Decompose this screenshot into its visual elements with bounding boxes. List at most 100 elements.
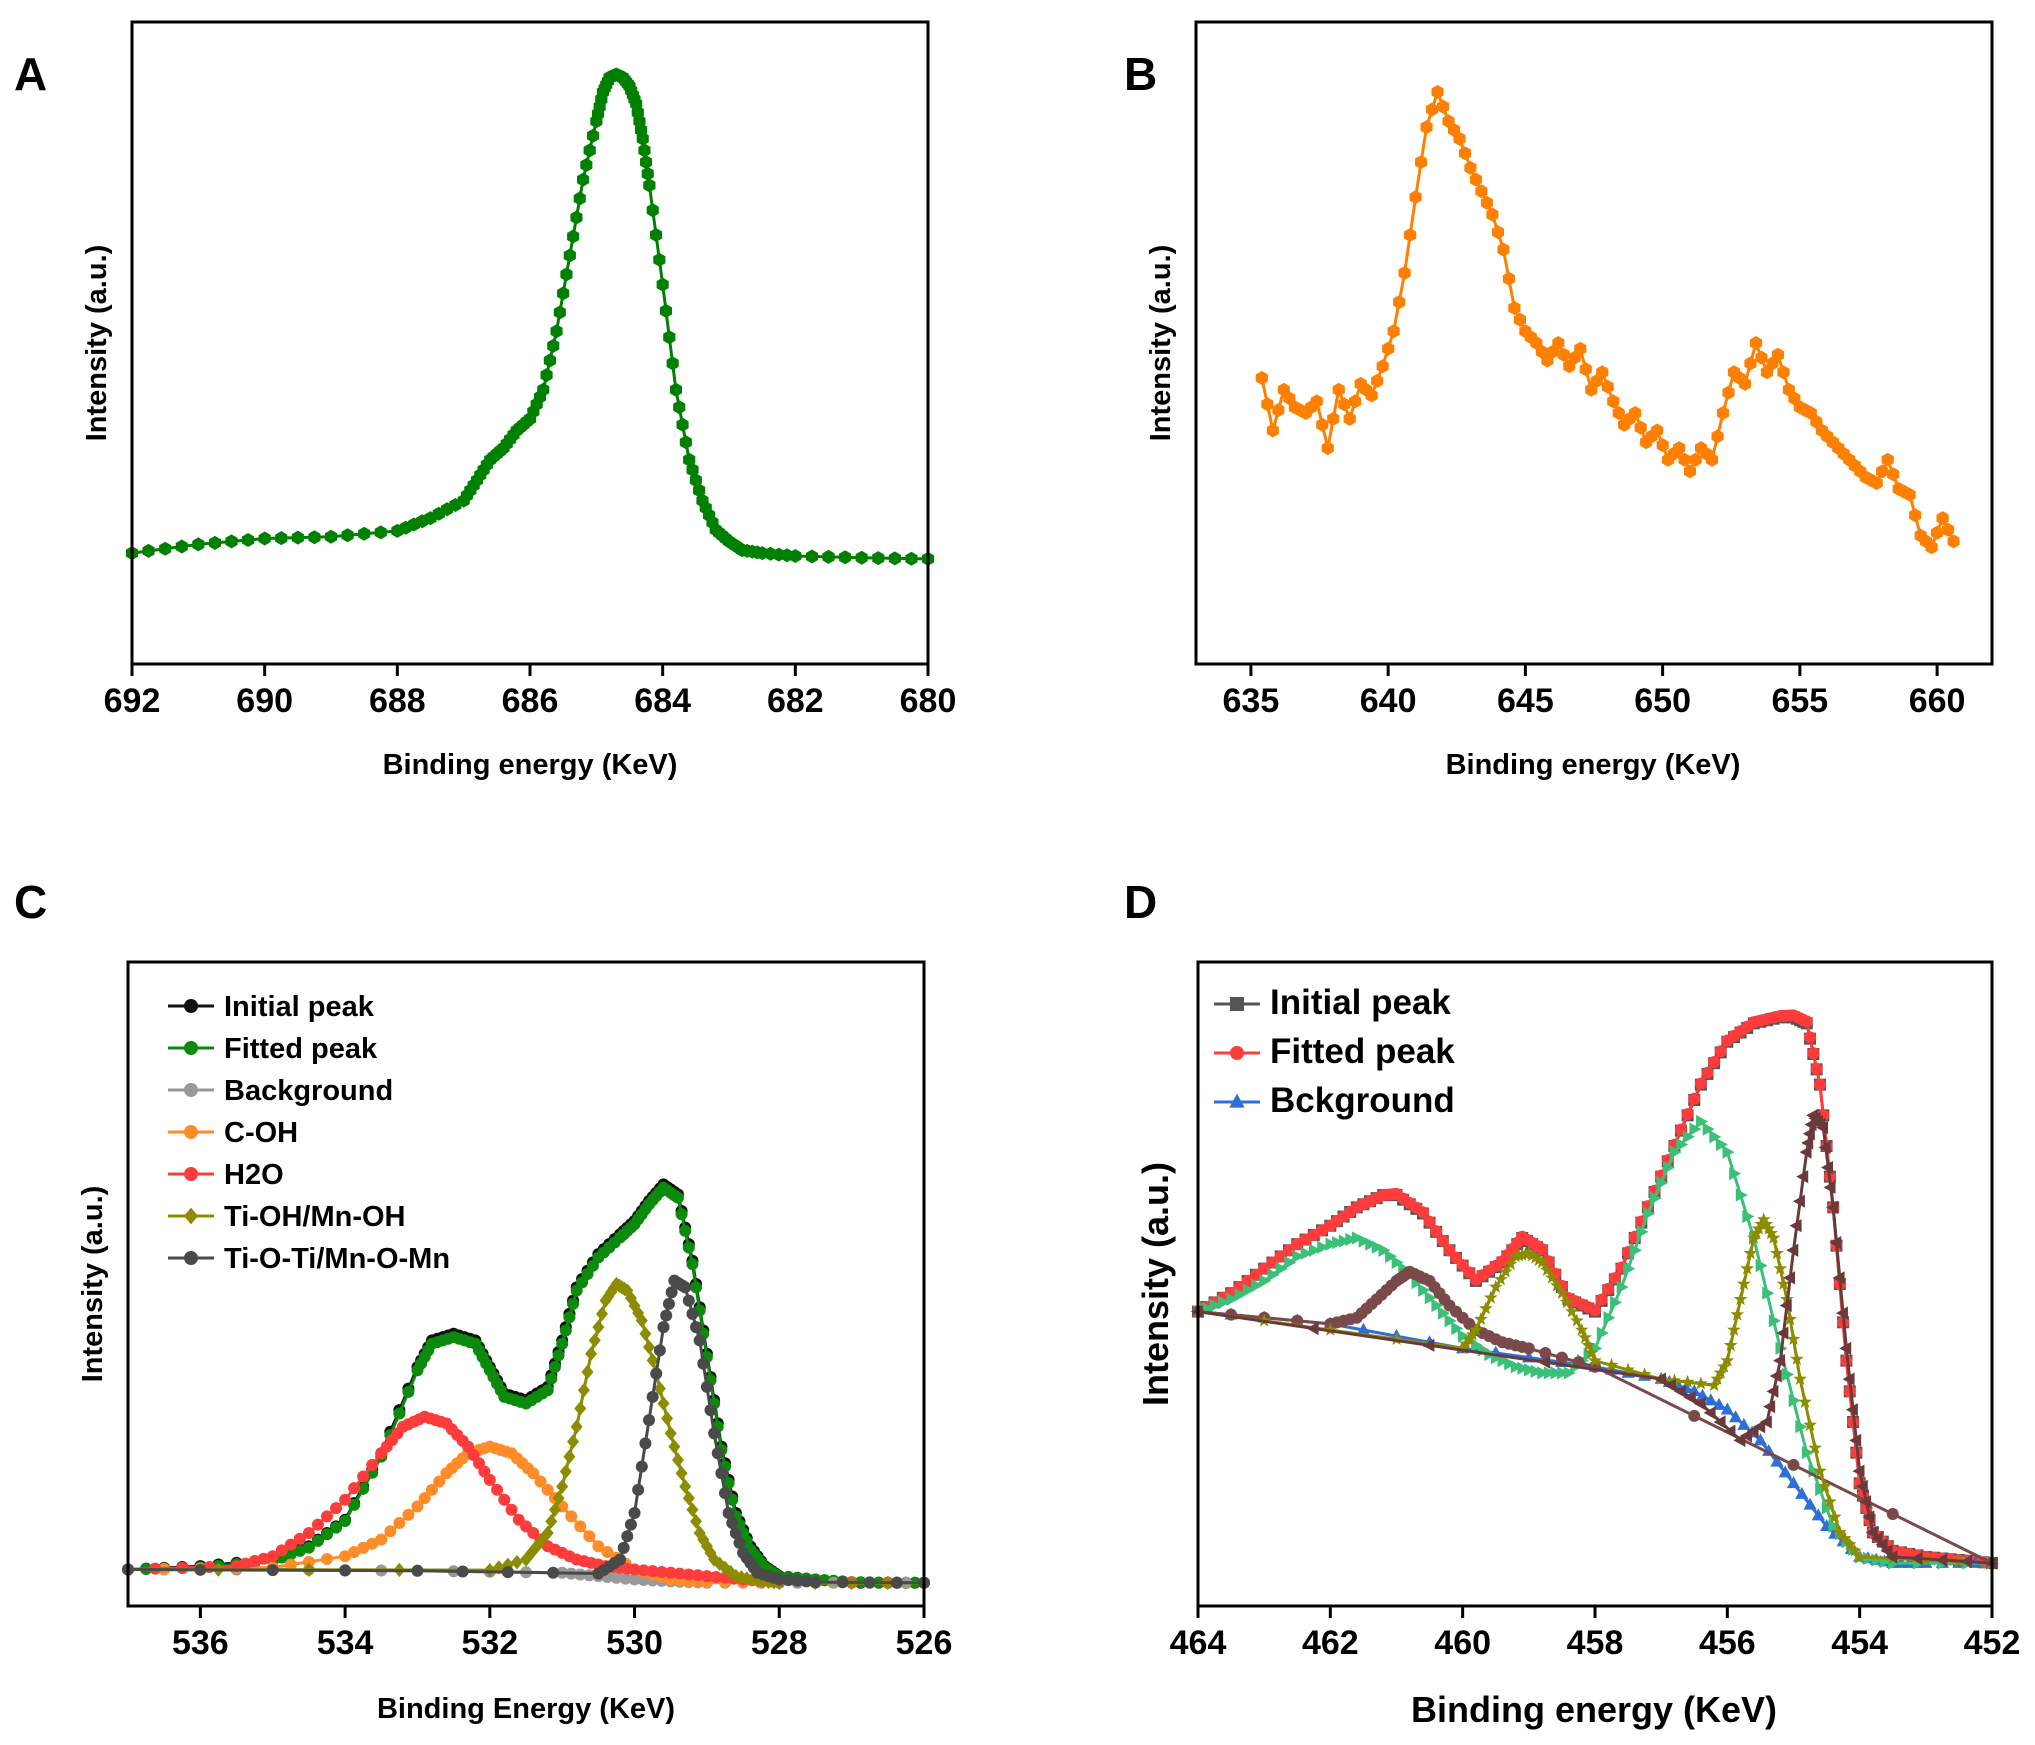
data-point-d-fitted-peak-97	[1804, 1031, 1817, 1044]
data-point-c-ti-o-ti-mn-o-mn-5	[456, 1565, 469, 1578]
data-point-c-fitted-peak-13	[311, 1534, 324, 1547]
data-point-d-component-5-20	[1522, 1246, 1536, 1260]
data-point-d-fitted-peak-8	[1258, 1262, 1271, 1275]
panel-b: B 635 640 645 650 655 660 Binding energy (KeV…	[1124, 20, 1994, 781]
data-point-c-ti-oh-mn-oh-20	[570, 1419, 583, 1434]
data-point-c-h2o-15	[330, 1502, 343, 1515]
data-point-c-ti-o-ti-mn-o-mn-16	[628, 1507, 641, 1520]
data-point-d-component-5-43	[1694, 1376, 1708, 1390]
data-point-a-spectrum-63	[587, 128, 600, 143]
data-point-c-fitted-peak-53	[545, 1372, 558, 1385]
data-point-b-spectrum-84	[1716, 406, 1730, 420]
data-point-a-spectrum-3	[175, 539, 188, 554]
data-point-d-fitted-peak-77	[1701, 1066, 1714, 1079]
data-point-d-component-5-25	[1540, 1263, 1554, 1276]
data-point-c-h2o-17	[348, 1482, 361, 1495]
series-d-component-5	[1191, 1212, 1999, 1569]
data-point-d-fitted-peak-7	[1249, 1268, 1262, 1281]
data-point-b-spectrum-79	[1689, 452, 1702, 467]
data-point-c-h2o-2	[176, 1561, 189, 1574]
data-point-c-ti-o-ti-mn-o-mn-23	[653, 1344, 666, 1357]
data-point-b-spectrum-44	[1497, 242, 1510, 257]
data-point-d-component-6-17	[1763, 1400, 1776, 1414]
data-point-c-ti-o-ti-mn-o-mn-34	[686, 1307, 699, 1320]
data-point-d-component-3-83	[1768, 1314, 1781, 1328]
data-point-d-component-5-39	[1637, 1367, 1652, 1381]
data-point-c-ti-o-ti-mn-o-mn-22	[650, 1367, 663, 1380]
data-point-c-ti-o-ti-mn-o-mn-39	[704, 1404, 717, 1417]
series-a-spectrum	[125, 67, 935, 566]
x-tick-label-a-688: 688	[369, 682, 426, 720]
data-point-d-component-5-29	[1560, 1295, 1574, 1309]
data-point-d-component-3-3	[1218, 1295, 1231, 1309]
data-point-d-component-3-10	[1275, 1262, 1288, 1276]
x-tick-label-c-528: 528	[751, 1624, 808, 1662]
data-point-c-ti-oh-mn-oh-16	[556, 1479, 569, 1494]
data-point-d-component-6-56	[1885, 1550, 1898, 1564]
data-point-c-ti-oh-mn-oh-65	[735, 1570, 748, 1585]
data-point-d-component-3-49	[1543, 1366, 1556, 1380]
data-point-c-ti-o-ti-mn-o-mn-13	[617, 1541, 630, 1554]
data-point-b-spectrum-0	[1255, 371, 1268, 385]
data-point-c-ti-o-ti-mn-o-mn-60	[809, 1576, 822, 1589]
data-point-a-spectrum-7	[242, 533, 255, 547]
legend-marker-c-h2o	[184, 1167, 198, 1181]
data-point-b-spectrum-31	[1426, 102, 1439, 117]
x-tick-label-d-452: 452	[1964, 1624, 2021, 1662]
data-point-c-ti-oh-mn-oh-11	[536, 1532, 549, 1547]
data-point-d-fitted-peak-11	[1282, 1244, 1295, 1257]
data-point-b-spectrum-40	[1475, 184, 1488, 199]
data-point-d-fitted-peak-79	[1714, 1045, 1727, 1058]
data-point-d-component-4-45	[1688, 1409, 1701, 1422]
data-point-d-component-3-14	[1308, 1243, 1321, 1257]
data-point-d-component-5-27	[1550, 1278, 1564, 1292]
data-point-d-component-5-9	[1474, 1312, 1488, 1326]
data-point-c-c-oh-5	[284, 1558, 297, 1571]
data-point-b-spectrum-124	[1936, 511, 1949, 526]
data-point-b-spectrum-54	[1552, 336, 1565, 350]
data-point-d-component-3-78	[1735, 1188, 1748, 1202]
data-point-d-component-6-50	[1859, 1495, 1872, 1509]
data-point-d-component-3-5	[1234, 1288, 1247, 1302]
x-tick-label-a-686: 686	[502, 682, 559, 720]
data-point-d-bckground-20	[1687, 1384, 1701, 1397]
data-point-d-component-5-33	[1578, 1330, 1592, 1344]
data-point-c-fitted-peak-58	[563, 1311, 576, 1324]
data-point-d-component-3-2	[1209, 1298, 1222, 1313]
data-point-c-ti-oh-mn-oh-62	[719, 1560, 731, 1576]
data-point-d-component-4-40	[1522, 1342, 1535, 1355]
data-point-d-bckground-28	[1753, 1433, 1768, 1446]
x-ticks-a: 692 690 688 686 684 682 680	[104, 664, 956, 720]
data-point-c-ti-o-ti-mn-o-mn-35	[690, 1321, 703, 1334]
data-point-d-component-6-3	[1538, 1355, 1551, 1369]
data-point-d-component-6-20	[1773, 1354, 1786, 1368]
data-point-a-spectrum-100	[656, 277, 669, 292]
data-point-d-component-3-7	[1251, 1278, 1264, 1293]
data-point-c-c-oh-43	[583, 1530, 596, 1543]
data-point-b-spectrum-39	[1469, 172, 1482, 187]
data-point-a-spectrum-13	[341, 528, 354, 543]
data-point-d-component-3-50	[1550, 1366, 1563, 1380]
data-point-c-ti-o-ti-mn-o-mn-40	[708, 1427, 721, 1440]
data-point-b-spectrum-114	[1881, 452, 1894, 467]
x-tick-label-c-530: 530	[606, 1624, 663, 1662]
data-point-b-spectrum-83	[1711, 429, 1724, 444]
data-point-d-component-3-11	[1284, 1255, 1297, 1270]
data-point-d-component-6-39	[1823, 1180, 1836, 1194]
data-point-c-background-19	[619, 1572, 632, 1585]
data-point-c-h2o-6	[248, 1555, 261, 1568]
data-point-a-spectrum-99	[653, 252, 666, 267]
data-point-b-spectrum-88	[1738, 376, 1751, 391]
data-point-d-bckground-34	[1803, 1497, 1817, 1510]
series-line-a-spectrum	[131, 73, 929, 561]
panel-label-c: C	[14, 876, 47, 928]
data-point-d-component-6-44	[1839, 1341, 1852, 1355]
data-point-d-component-5-81	[1837, 1531, 1852, 1545]
data-point-d-component-3-91	[1821, 1501, 1834, 1515]
data-point-c-ti-o-ti-mn-o-mn-57	[782, 1574, 795, 1587]
data-point-d-fitted-peak-6	[1241, 1274, 1254, 1287]
data-point-b-spectrum-123	[1931, 525, 1944, 540]
data-point-c-ti-oh-mn-oh-15	[552, 1490, 565, 1506]
data-point-d-component-5-31	[1570, 1313, 1584, 1327]
